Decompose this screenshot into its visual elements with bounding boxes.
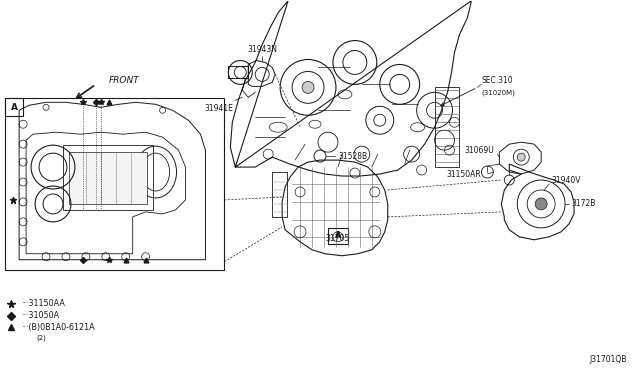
Bar (435, 87, 460, 167)
Bar (69, 152, 147, 204)
Text: 31705: 31705 (326, 234, 350, 243)
Circle shape (535, 198, 547, 210)
Text: ···31050A: ···31050A (21, 311, 60, 320)
Text: (31020M): (31020M) (481, 89, 515, 96)
Text: 31940V: 31940V (551, 176, 580, 185)
Text: 3172B: 3172B (571, 199, 595, 208)
Text: A: A (11, 103, 18, 112)
Text: ···(B)0B1A0-6121A: ···(B)0B1A0-6121A (21, 323, 95, 332)
Bar (63, 145, 152, 210)
Text: SEC.310: SEC.310 (481, 76, 513, 85)
Text: A: A (335, 231, 341, 240)
Bar (228, 67, 248, 78)
Text: 31069U: 31069U (465, 145, 494, 155)
Circle shape (302, 81, 314, 93)
Bar (5, 98, 225, 270)
Bar (5, 98, 23, 116)
Text: (2): (2) (36, 334, 46, 341)
Text: 31150AR: 31150AR (447, 170, 481, 179)
Text: 31528B: 31528B (338, 152, 367, 161)
Text: J31701QB: J31701QB (589, 355, 627, 364)
Bar (272, 172, 287, 217)
Text: 31941E: 31941E (204, 104, 233, 113)
Circle shape (517, 153, 525, 161)
Bar (328, 228, 348, 244)
Text: ···31150AA: ···31150AA (21, 299, 65, 308)
Text: FRONT: FRONT (109, 76, 140, 85)
Text: 31943N: 31943N (247, 45, 277, 54)
